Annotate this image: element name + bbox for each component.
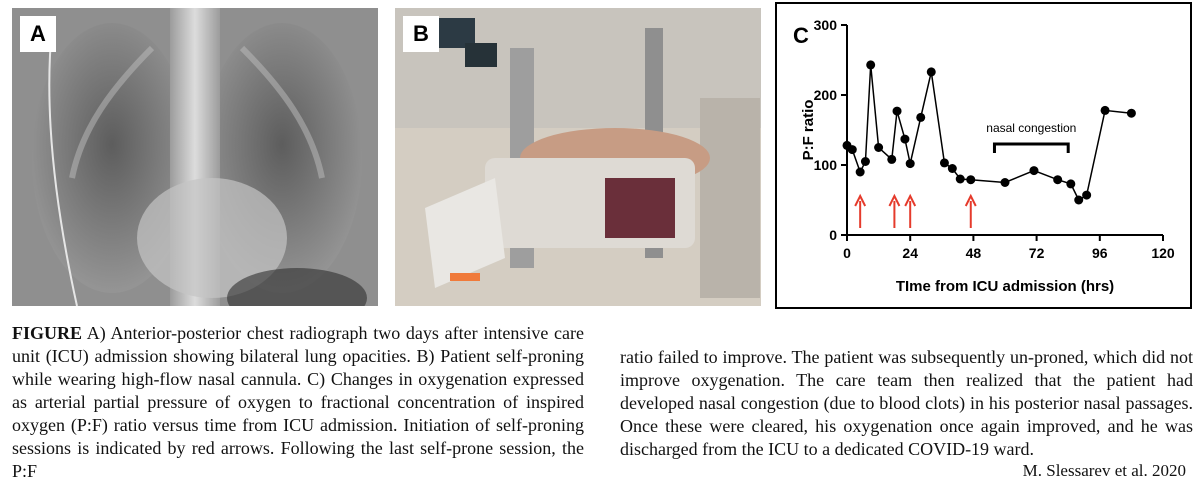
y-tick-label: 200: [814, 87, 838, 103]
pf-ratio-chart: 0 100 200 300 0 24 48 72 96 120 TIme from ICU admi…: [800, 17, 1175, 295]
pf-ratio-point: [905, 159, 915, 169]
pf-ratio-point: [947, 164, 957, 173]
y-tick-label: 100: [814, 157, 838, 173]
pf-ratio-point: [1100, 105, 1110, 115]
y-tick-label: 300: [814, 17, 838, 33]
patient-photo-panel: B: [395, 8, 761, 306]
pf-ratio-point: [847, 145, 857, 155]
x-tick-label: 120: [1151, 245, 1175, 261]
pf-ratio-point: [966, 175, 976, 185]
citation-credit: M. Slessarev et al. 2020: [1022, 461, 1186, 480]
self-proning-arrow-head: [964, 193, 977, 207]
panel-c-label: C: [793, 23, 809, 48]
nasal-congestion-bracket: [992, 142, 1070, 153]
figure-label: FIGURE: [12, 323, 83, 343]
pf-ratio-point: [1126, 108, 1136, 118]
x-tick-label: 72: [1029, 245, 1045, 261]
pf-ratio-point: [900, 134, 910, 144]
self-proning-arrow-head: [888, 193, 901, 207]
pf-ratio-point: [939, 158, 949, 168]
x-tick-label: 0: [843, 245, 851, 261]
y-axis-label: P:F ratio: [800, 100, 817, 161]
panel-b-label: B: [403, 16, 439, 52]
pf-ratio-point: [1000, 178, 1010, 187]
x-axis-label: TIme from ICU admission (hrs): [896, 278, 1114, 295]
pf-ratio-point: [955, 174, 965, 184]
caption-left-text: A) Anterior-posterior chest radiograph t…: [12, 323, 584, 481]
x-tick-label: 48: [966, 245, 982, 261]
pf-ratio-point: [1066, 179, 1076, 189]
pf-ratio-point: [887, 154, 897, 164]
y-tick-label: 0: [829, 227, 837, 243]
pf-ratio-point: [892, 106, 902, 116]
x-tick-label: 24: [902, 245, 918, 261]
pf-ratio-point: [916, 112, 926, 122]
chest-radiograph-image: [12, 8, 378, 306]
pf-ratio-point: [926, 67, 936, 77]
nasal-congestion-label: nasal congestion: [986, 121, 1076, 135]
pf-ratio-point: [874, 143, 884, 152]
figure-caption-right: ratio failed to improve. The patient was…: [620, 347, 1193, 459]
pf-ratio-point: [1053, 175, 1063, 185]
chest-radiograph-panel: A: [12, 8, 378, 306]
pf-ratio-point: [866, 60, 876, 70]
pf-ratio-point: [1029, 166, 1039, 176]
pf-ratio-point: [1074, 195, 1084, 205]
figure-caption-left: FIGURE A) Anterior-posterior chest radio…: [12, 322, 584, 483]
panel-a-label: A: [20, 16, 56, 52]
self-proning-arrow-head: [904, 193, 917, 207]
pf-ratio-chart-panel: C 0 100 200 300 0 24 48 72 96 120 TIme from ICU ad…: [775, 2, 1192, 309]
x-tick-label: 96: [1092, 245, 1108, 261]
pf-ratio-point: [860, 157, 870, 166]
pf-ratio-point: [855, 167, 865, 177]
pf-ratio-point: [1082, 190, 1092, 200]
self-proning-arrow-head: [854, 193, 867, 207]
patient-photo-image: [395, 8, 761, 306]
